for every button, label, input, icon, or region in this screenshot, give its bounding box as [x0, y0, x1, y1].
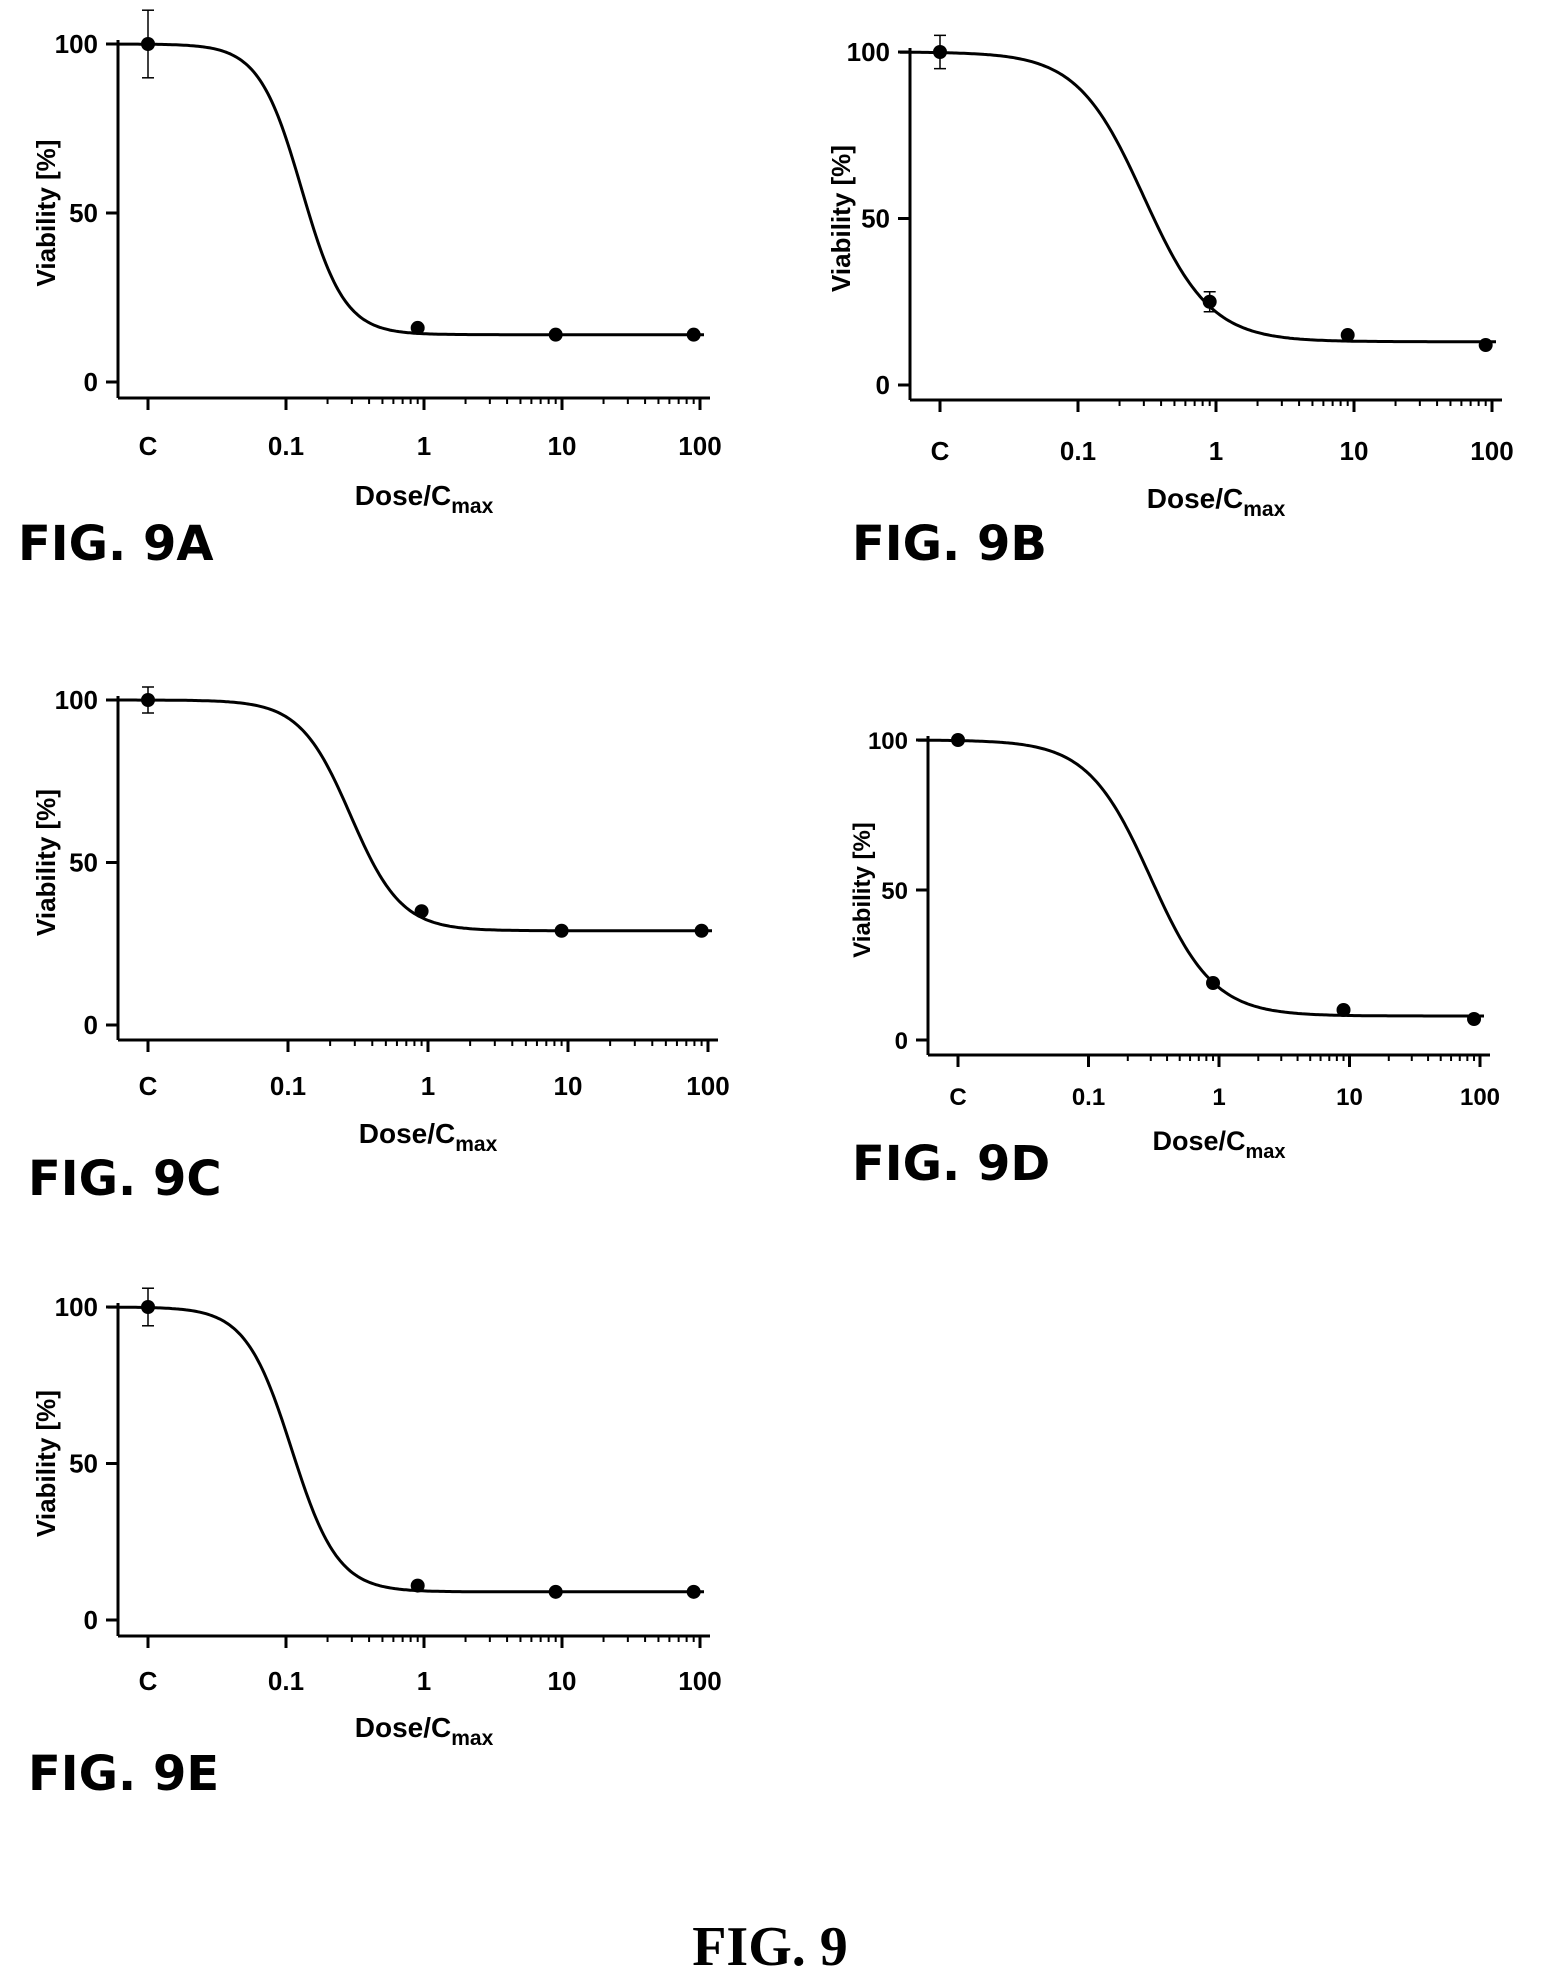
- data-point: [548, 327, 563, 342]
- y-tick-label: 0: [84, 1605, 98, 1635]
- chart-2: 0 50 100 C 0.1 1 10 100 Viability [%] Dose/Cmax FI…: [826, 34, 1514, 572]
- x-axis-title: Dose/Cmax: [359, 1118, 498, 1156]
- fit-curve: [108, 698, 712, 933]
- x-tick-label: 100: [678, 1666, 721, 1696]
- y-axis-title: Viability [%]: [31, 1390, 61, 1537]
- chart-1: 0 50 100 C 0.1 1 10 100 Viability [%] Dose/Cmax FI…: [18, 9, 722, 572]
- x-tick-label: C: [949, 1084, 966, 1111]
- y-axis-title: Viability [%]: [849, 822, 876, 958]
- chart-5: 0 50 100 C 0.1 1 10 100 Viability [%] Dose/Cmax FI…: [28, 1287, 722, 1802]
- panel-label: FIG. 9B: [852, 516, 1047, 572]
- y-axis-title: Viability [%]: [31, 140, 61, 287]
- data-point: [554, 923, 569, 938]
- panel-label: FIG. 9C: [28, 1151, 222, 1207]
- data-point: [410, 1578, 425, 1593]
- y-tick-label: 100: [847, 37, 890, 67]
- x-tick-label: 0.1: [268, 431, 304, 461]
- y-tick-label: 50: [861, 204, 890, 234]
- data-point: [141, 37, 155, 51]
- y-tick-label: 0: [876, 370, 890, 400]
- panel-label: FIG. 9E: [28, 1746, 219, 1802]
- x-axis-title: Dose/Cmax: [355, 1712, 494, 1750]
- x-tick-label: 0.1: [1060, 436, 1096, 466]
- y-tick-label: 50: [69, 198, 98, 228]
- data-point: [1336, 1003, 1351, 1017]
- data-point: [933, 45, 947, 59]
- x-tick-label: C: [931, 436, 950, 466]
- y-tick-label: 50: [69, 848, 98, 878]
- data-point: [951, 733, 965, 747]
- x-tick-label: 10: [548, 1666, 577, 1696]
- x-tick-label: 10: [1336, 1084, 1363, 1111]
- x-tick-label: 10: [554, 1071, 583, 1101]
- x-tick-label: 1: [1212, 1084, 1225, 1111]
- x-tick-label: 100: [1470, 436, 1513, 466]
- x-tick-label: 100: [1460, 1084, 1500, 1111]
- y-tick-label: 100: [868, 728, 908, 755]
- x-tick-label: 0.1: [1072, 1084, 1105, 1111]
- fit-curve: [900, 50, 1496, 344]
- data-point: [686, 1584, 701, 1599]
- y-tick-label: 50: [69, 1449, 98, 1479]
- data-point: [141, 1300, 155, 1314]
- data-point: [1478, 338, 1493, 353]
- x-tick-label: 1: [417, 431, 431, 461]
- data-point: [1467, 1012, 1482, 1026]
- data-point: [548, 1584, 563, 1599]
- x-tick-label: C: [139, 1071, 158, 1101]
- data-point: [686, 327, 701, 342]
- data-point: [410, 320, 425, 335]
- y-tick-label: 0: [895, 1028, 908, 1055]
- data-point: [1202, 294, 1217, 309]
- y-tick-label: 0: [84, 1010, 98, 1040]
- y-tick-label: 50: [881, 878, 908, 905]
- x-tick-label: C: [139, 431, 158, 461]
- x-tick-label: 10: [1340, 436, 1369, 466]
- data-point: [414, 904, 429, 919]
- y-axis-title: Viability [%]: [31, 789, 61, 936]
- x-tick-label: 1: [417, 1666, 431, 1696]
- x-tick-label: 0.1: [268, 1666, 304, 1696]
- chart-4: 0 50 100 C 0.1 1 10 100 Viability [%] Dose/Cmax FI…: [849, 728, 1500, 1192]
- y-axis-title: Viability [%]: [826, 145, 856, 292]
- data-point: [141, 693, 155, 707]
- y-tick-label: 100: [55, 685, 98, 715]
- fit-curve: [108, 1305, 704, 1594]
- x-tick-label: 1: [421, 1071, 435, 1101]
- x-tick-label: C: [139, 1666, 158, 1696]
- data-point: [694, 923, 709, 938]
- x-tick-label: 0.1: [270, 1071, 306, 1101]
- chart-3: 0 50 100 C 0.1 1 10 100 Viability [%] Dose/Cmax FI…: [28, 685, 730, 1207]
- x-axis-title: Dose/Cmax: [355, 480, 494, 518]
- figure-title: FIG. 9: [692, 1916, 848, 1978]
- y-tick-label: 100: [55, 29, 98, 59]
- x-tick-label: 100: [686, 1071, 729, 1101]
- x-tick-label: 100: [678, 431, 721, 461]
- x-tick-label: 1: [1209, 436, 1223, 466]
- fit-curve: [918, 738, 1484, 1018]
- x-tick-label: 10: [548, 431, 577, 461]
- x-axis-title: Dose/Cmax: [1152, 1126, 1285, 1163]
- y-tick-label: 100: [55, 1292, 98, 1322]
- fit-curve: [108, 42, 704, 337]
- panel-label: FIG. 9D: [852, 1136, 1050, 1192]
- x-axis-title: Dose/Cmax: [1147, 483, 1286, 521]
- panel-label: FIG. 9A: [18, 516, 214, 572]
- data-point: [1340, 328, 1355, 343]
- y-tick-label: 0: [84, 367, 98, 397]
- data-point: [1206, 976, 1221, 990]
